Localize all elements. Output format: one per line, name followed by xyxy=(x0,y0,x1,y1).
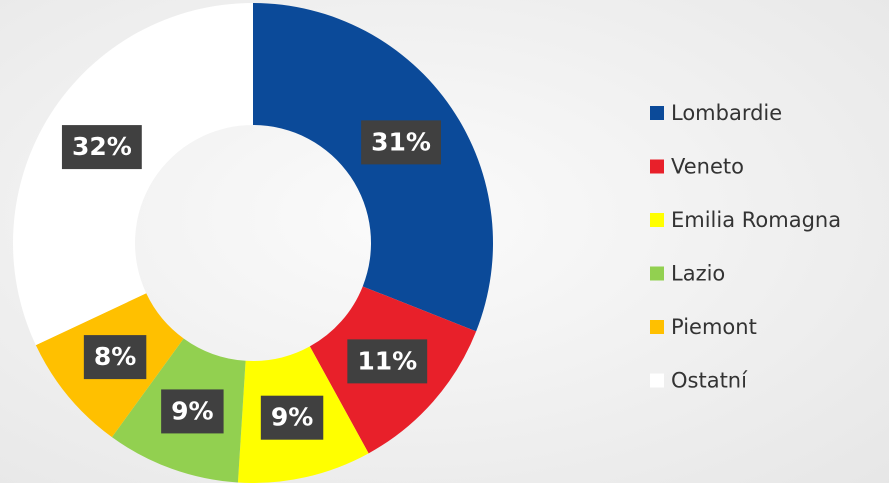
legend-swatch xyxy=(650,320,664,334)
legend-swatch xyxy=(650,106,664,120)
data-label-box xyxy=(61,125,142,170)
donut-slice xyxy=(12,3,253,346)
data-label: 32% xyxy=(72,132,132,161)
legend-label: Lazio xyxy=(671,262,725,286)
data-label: 8% xyxy=(94,342,136,371)
legend-label: Veneto xyxy=(671,155,744,179)
data-label-box xyxy=(260,395,324,440)
legend-swatch xyxy=(650,213,664,227)
data-label: 11% xyxy=(357,346,417,375)
data-label-box xyxy=(361,120,441,165)
legend-swatch xyxy=(650,159,664,174)
legend-label: Ostatní xyxy=(671,369,748,393)
legend-swatch xyxy=(650,373,664,388)
legend-swatch xyxy=(650,266,664,281)
data-label-box xyxy=(347,339,428,384)
data-label: 31% xyxy=(371,127,431,156)
data-label: 9% xyxy=(271,403,313,432)
legend-label: Emilia Romagna xyxy=(671,208,841,232)
legend-label: Piemont xyxy=(671,315,757,339)
legend-label: Lombardie xyxy=(671,101,782,125)
data-label: 9% xyxy=(171,396,213,425)
donut-slice xyxy=(253,3,493,332)
data-label-box xyxy=(161,389,224,434)
data-label-box xyxy=(83,335,147,380)
